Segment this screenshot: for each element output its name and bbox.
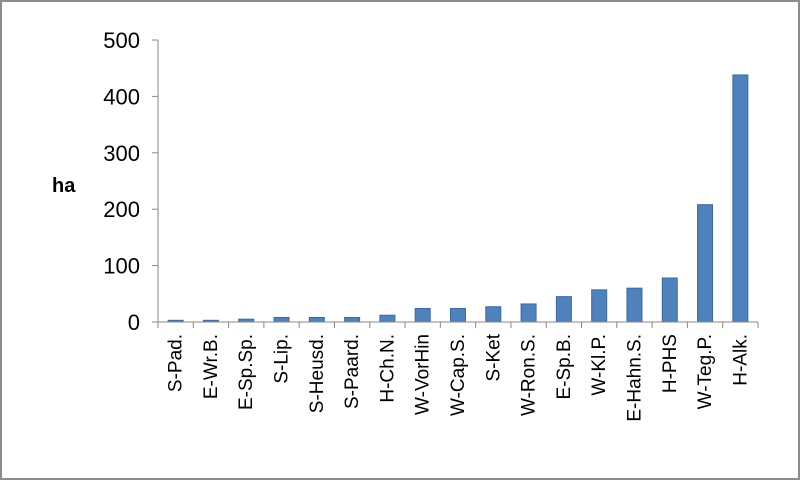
bar (661, 277, 678, 323)
x-tick-label: S-Lip. (272, 334, 293, 384)
bar (344, 316, 361, 323)
x-tick-label: E-Hahn.S. (624, 334, 645, 422)
x-tick-label: W-Teg.P. (695, 334, 716, 409)
y-tick-label: 400 (103, 84, 140, 109)
x-tick-label: H-Alk. (730, 334, 751, 386)
bar (450, 307, 466, 323)
bar (414, 307, 431, 323)
x-tick-label: S-Pad. (166, 334, 187, 392)
x-tick-label: E-Sp.Sp. (236, 334, 257, 410)
x-tick-label: W-Cap.S. (448, 334, 469, 416)
y-tick-label: 200 (103, 197, 140, 222)
x-tick-label: W-Kl.P. (589, 334, 610, 396)
x-tick-label: H-Ch.N. (377, 334, 398, 403)
y-tick-label: 100 (103, 254, 140, 279)
y-axis-label: ha (52, 175, 76, 197)
y-tick-label: 500 (103, 28, 140, 53)
bar (273, 316, 290, 323)
x-tick-label: W-Ron.S. (519, 334, 540, 416)
y-tick-label: 0 (128, 310, 140, 335)
y-tick-label: 300 (103, 141, 140, 166)
bar (379, 314, 396, 323)
x-tick-label: S-Paard. (342, 334, 363, 409)
bar (520, 303, 537, 323)
bar (626, 287, 643, 323)
x-tick-label: E-Sp.B. (554, 334, 575, 399)
bars (167, 74, 749, 323)
x-tick-label: E-Wr.B. (201, 334, 222, 399)
x-tick-label: S-Heusd. (307, 334, 328, 413)
bar (555, 296, 572, 323)
x-tick-label: W-VorHin (413, 334, 434, 415)
x-tick-label: H-PHS (660, 334, 681, 393)
bar (591, 289, 608, 323)
bar (485, 306, 502, 323)
bar (697, 204, 714, 323)
bar (732, 74, 749, 323)
x-tick-label: S-Ket (483, 333, 504, 381)
y-axis: 0 100 200 300 400 500 (103, 28, 159, 335)
bar (308, 316, 325, 323)
x-axis: S-Pad. E-Wr.B. E-Sp.Sp. S-Lip. S-Heusd. S-Paa… (157, 321, 759, 422)
